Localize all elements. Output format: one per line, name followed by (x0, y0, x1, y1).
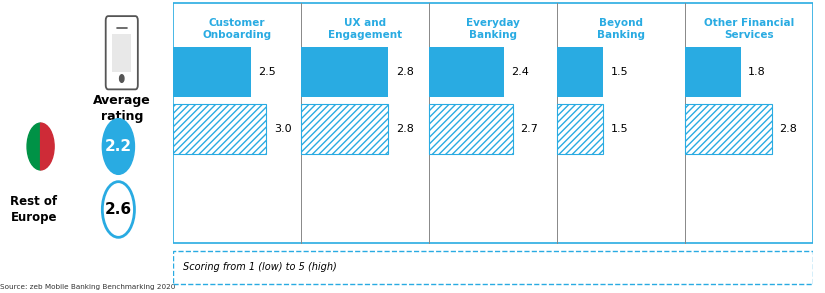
Text: 2.4: 2.4 (512, 67, 529, 77)
Circle shape (102, 182, 134, 237)
Text: 2.6: 2.6 (105, 202, 132, 217)
Text: 2.8: 2.8 (396, 67, 413, 77)
Bar (685, 47, 741, 97)
Text: 2.8: 2.8 (396, 124, 413, 134)
FancyBboxPatch shape (112, 34, 131, 72)
Bar (557, 47, 603, 97)
FancyBboxPatch shape (173, 3, 813, 243)
Text: Source: zeb Mobile Banking Benchmarking 2020: Source: zeb Mobile Banking Benchmarking … (0, 284, 176, 290)
Text: Customer
Onboarding: Customer Onboarding (203, 18, 271, 40)
Text: 2.8: 2.8 (780, 124, 797, 134)
Text: 2.2: 2.2 (105, 139, 132, 154)
Bar (429, 104, 513, 154)
Bar (173, 104, 266, 154)
Bar (429, 47, 503, 97)
Text: Scoring from 1 (low) to 5 (high): Scoring from 1 (low) to 5 (high) (183, 262, 337, 272)
Bar (301, 104, 388, 154)
Text: 3.0: 3.0 (274, 124, 292, 134)
Bar (557, 104, 603, 154)
Text: Rest of
Europe: Rest of Europe (10, 195, 58, 224)
Text: 1.5: 1.5 (611, 67, 629, 77)
FancyBboxPatch shape (173, 251, 813, 284)
Circle shape (102, 119, 134, 174)
Text: Average
rating: Average rating (93, 94, 151, 123)
Text: Beyond
Banking: Beyond Banking (596, 18, 645, 40)
Text: Other Financial
Services: Other Financial Services (704, 18, 794, 40)
Text: 2.7: 2.7 (521, 124, 539, 134)
Text: 2.5: 2.5 (258, 67, 276, 77)
Wedge shape (27, 123, 40, 170)
Wedge shape (40, 123, 54, 170)
FancyBboxPatch shape (106, 16, 138, 89)
Bar (685, 104, 771, 154)
Text: 1.5: 1.5 (611, 124, 629, 134)
Circle shape (120, 75, 124, 82)
Text: Everyday
Banking: Everyday Banking (466, 18, 520, 40)
Text: 1.8: 1.8 (748, 67, 766, 77)
Text: UX and
Engagement: UX and Engagement (328, 18, 402, 40)
Bar (301, 47, 388, 97)
Bar (173, 47, 251, 97)
